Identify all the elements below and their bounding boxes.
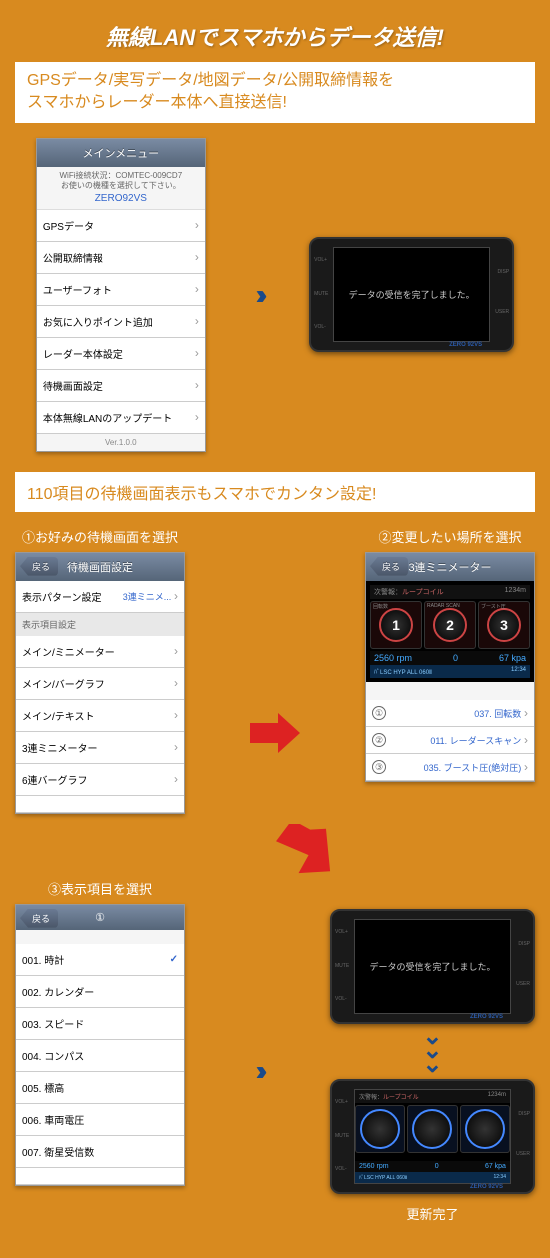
- radar-device: VOL+ MUTE VOL- DISP USER データの受信を完了しました。 …: [309, 237, 514, 352]
- version-label: Ver.1.0.0: [37, 434, 205, 451]
- list-item[interactable]: レーダー本体設定›: [37, 338, 205, 370]
- update-done-label: 更新完了: [406, 1204, 458, 1223]
- chevron-icon: ›: [174, 644, 178, 658]
- list-item[interactable]: 公開取締情報›: [37, 242, 205, 274]
- chevron-icon: ›: [174, 772, 178, 786]
- list-item[interactable]: 006. 車両電圧: [16, 1104, 184, 1136]
- chevron-icon: ›: [195, 410, 199, 424]
- list-item[interactable]: GPSデータ›: [37, 210, 205, 242]
- wifi-line2: お使いの機種を選択して下さい。: [41, 181, 201, 191]
- step3-label: ③表示項目を選択: [15, 879, 185, 898]
- list-item[interactable]: メイン/ミニメーター›: [16, 636, 184, 668]
- section2-box: 110項目の待機画面表示もスマホでカンタン設定!: [15, 472, 535, 512]
- gauge-preview: 次警報：ループコイル 1234m 回転数1 RADAR SCAN2 ブースト圧3…: [366, 581, 534, 682]
- phone-standby-settings: 戻る 待機画面設定 表示パターン設定 3連ミニメ... › 表示項目設定 メイン…: [15, 552, 185, 814]
- disp-label: DISP: [497, 269, 509, 275]
- back-button[interactable]: 戻る: [370, 557, 408, 576]
- radar-device-2: VOL+ MUTE VOL- DISP USER データの受信を完了しました。 …: [330, 909, 535, 1024]
- list-item[interactable]: 003. スピード: [16, 1008, 184, 1040]
- device-screen: データの受信を完了しました。: [354, 919, 511, 1014]
- list-item[interactable]: 004. コンパス: [16, 1040, 184, 1072]
- gauge-1: 回転数1: [370, 601, 422, 649]
- device-screen-gauges: 次警報：ループコイル 1234m 2560 rpm 0 67 kpa: [354, 1089, 511, 1184]
- list-item[interactable]: [16, 796, 184, 813]
- device-brand: ZERO 92VS: [470, 1014, 503, 1020]
- device-brand: ZERO 92VS: [449, 342, 482, 348]
- chevron-icon: ›: [524, 706, 528, 720]
- chevron-icon: ›: [195, 282, 199, 296]
- list-item[interactable]: お気に入りポイント追加›: [37, 306, 205, 338]
- arrow-down-icon: ⌄⌄⌄: [422, 1030, 442, 1073]
- chevron-icon: ›: [174, 589, 178, 603]
- gauge-2: RADAR SCAN2: [424, 601, 476, 649]
- standby-header: 戻る 待機画面設定: [16, 553, 184, 581]
- vol-minus-label: VOL-: [314, 324, 326, 330]
- chevron-icon: ›: [195, 346, 199, 360]
- list-item[interactable]: 6連バーグラフ›: [16, 764, 184, 796]
- chevron-icon: ›: [174, 740, 178, 754]
- mute-label: MUTE: [314, 291, 328, 297]
- chevron-icon: ›: [195, 218, 199, 232]
- wifi-info: WiFi接続状況：COMTEC-009CD7 お使いの機種を選択して下さい。 Z…: [37, 167, 205, 210]
- back-button[interactable]: 戻る: [20, 557, 58, 576]
- device-brand: ZERO 92VS: [470, 1184, 503, 1190]
- phone-item-select: 戻る ① 001. 時計✓ 002. カレンダー 003. スピード 004. …: [15, 904, 185, 1186]
- gauge-3: ブースト圧3: [478, 601, 530, 649]
- wifi-line1: WiFi接続状況：COMTEC-009CD7: [41, 171, 201, 181]
- check-icon: ✓: [170, 954, 178, 965]
- chevron-icon: ›: [195, 378, 199, 392]
- chevron-icon: ›: [174, 708, 178, 722]
- chevron-icon: ›: [195, 250, 199, 264]
- chevron-icon: ›: [174, 676, 178, 690]
- list-item[interactable]: ②011. レーダースキャン ›: [366, 727, 534, 754]
- phone-meter-select: 戻る 3連ミニメーター 次警報：ループコイル 1234m 回転数1 RADAR …: [365, 552, 535, 782]
- chevron-icon: ›: [195, 314, 199, 328]
- user-label: USER: [495, 309, 509, 315]
- list-item[interactable]: ユーザーフォト›: [37, 274, 205, 306]
- radar-device-3: VOL+ MUTE VOL- DISP USER 次警報：ループコイル 1234…: [330, 1079, 535, 1194]
- section-header: 表示項目設定: [16, 613, 184, 636]
- subtitle-box: GPSデータ/実写データ/地図データ/公開取締情報を スマホからレーダー本体へ直…: [15, 62, 535, 123]
- list-item[interactable]: ③035. ブースト圧(絶対圧) ›: [366, 754, 534, 781]
- vol-plus-label: VOL+: [314, 257, 327, 263]
- subtitle-line1: GPSデータ/実写データ/地図データ/公開取締情報を: [27, 70, 523, 92]
- meter-header: 戻る 3連ミニメーター: [366, 553, 534, 581]
- model-name: ZERO92VS: [41, 192, 201, 205]
- list-item[interactable]: 007. 衛星受信数: [16, 1136, 184, 1168]
- list-item[interactable]: 3連ミニメーター›: [16, 732, 184, 764]
- phone-main-menu: メインメニュー WiFi接続状況：COMTEC-009CD7 お使いの機種を選択…: [36, 138, 206, 452]
- list-item[interactable]: 005. 標高: [16, 1072, 184, 1104]
- step1-label: ①お好みの待機画面を選択: [15, 527, 185, 546]
- list-item[interactable]: [16, 1168, 184, 1185]
- subtitle-line2: スマホからレーダー本体へ直接送信!: [27, 92, 523, 114]
- list-item[interactable]: ①037. 回転数 ›: [366, 700, 534, 727]
- red-arrow-diagonal-icon: [275, 824, 335, 874]
- list-item[interactable]: 待機画面設定›: [37, 370, 205, 402]
- arrow-right-icon: ›››: [256, 1055, 260, 1087]
- back-button[interactable]: 戻る: [20, 909, 58, 928]
- list-item[interactable]: 001. 時計✓: [16, 944, 184, 976]
- list-item[interactable]: 本体無線LANのアップデート›: [37, 402, 205, 434]
- arrow-right-icon: ›››: [256, 279, 260, 311]
- chevron-icon: ›: [524, 760, 528, 774]
- red-arrow-icon: [250, 713, 300, 753]
- list-item[interactable]: 002. カレンダー: [16, 976, 184, 1008]
- chevron-icon: ›: [524, 733, 528, 747]
- section2-text: 110項目の待機画面表示もスマホでカンタン設定!: [27, 480, 523, 504]
- list-item[interactable]: メイン/バーグラフ›: [16, 668, 184, 700]
- select-header: 戻る ①: [16, 905, 184, 930]
- menu-header: メインメニュー: [37, 139, 205, 167]
- main-title: 無線LANでスマホからデータ送信!: [15, 20, 535, 52]
- list-item[interactable]: メイン/テキスト›: [16, 700, 184, 732]
- step2-label: ②変更したい場所を選択: [365, 527, 535, 546]
- device-screen: データの受信を完了しました。: [333, 247, 490, 342]
- pattern-setting[interactable]: 表示パターン設定 3連ミニメ... ›: [16, 581, 184, 613]
